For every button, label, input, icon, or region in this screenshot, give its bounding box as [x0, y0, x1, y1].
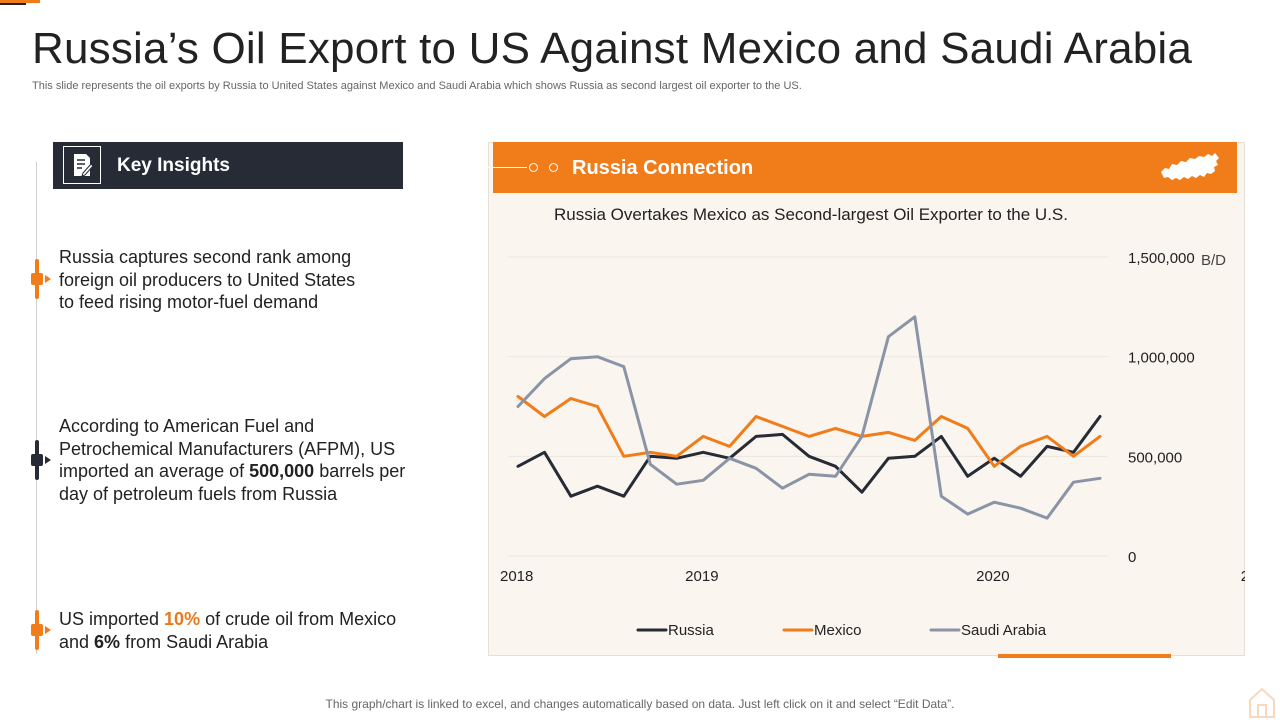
insight-2: According to American Fuel and Petrochem…	[59, 415, 419, 505]
corner-accent	[0, 0, 40, 3]
legend-label-russia: Russia	[668, 622, 715, 639]
header-connector-line	[485, 167, 527, 168]
insight-1-line-3: to feed rising motor-fuel demand	[59, 292, 319, 312]
x-tick-label: 2018	[500, 568, 533, 585]
insight-3-text-c: from Saudi Arabia	[120, 631, 269, 652]
insight-marker-2	[30, 440, 51, 480]
key-insights-header: Key Insights	[53, 142, 403, 189]
insight-3: US imported 10% of crude oil from Mexico…	[59, 608, 419, 653]
legend-label-saudi-arabia: Saudi Arabia	[961, 622, 1047, 639]
russia-connection-title: Russia Connection	[572, 157, 754, 179]
chart-title: Russia Overtakes Mexico as Second-larges…	[554, 205, 1068, 224]
header-dot-icon	[529, 163, 538, 172]
y-tick-label: 0	[1128, 549, 1136, 566]
insight-marker-1	[30, 259, 51, 299]
series-line-mexico	[516, 395, 1102, 468]
russia-connection-card	[488, 142, 1245, 656]
legend-label-mexico: Mexico	[814, 622, 862, 639]
insight-3-bold-b: 6%	[94, 631, 121, 652]
y-tick-label: 1,500,000	[1128, 250, 1195, 267]
y-tick-label: 1,000,000	[1128, 350, 1195, 367]
insight-3-text-a: US imported	[59, 609, 165, 629]
x-tick-label: 2020	[976, 568, 1009, 585]
x-tick-label: 2021	[1241, 568, 1245, 585]
insight-1-line-2: foreign oil producers to United States	[59, 269, 356, 290]
x-tick-label: 2019	[685, 568, 718, 585]
oil-export-line-chart: Russia Overtakes Mexico as Second-larges…	[500, 205, 1245, 639]
y-axis-unit: B/D	[1201, 252, 1226, 269]
key-insights-title: Key Insights	[117, 155, 230, 176]
edit-data-note: This graph/chart is linked to excel, and…	[325, 697, 955, 711]
insight-2-text-b: barrels per day of petroleum fuels from …	[59, 461, 406, 504]
header-ring-icon	[549, 163, 558, 172]
insight-2-text-a: According to American Fuel and Petrochem…	[59, 416, 396, 481]
insight-1: Russia captures second rank among foreig…	[59, 246, 355, 314]
series-line-russia	[516, 415, 1102, 498]
slide-title: Russia’s Oil Export to US Against Mexico…	[32, 24, 1193, 73]
corner-accent-dark	[0, 3, 26, 5]
insight-marker-3	[30, 610, 51, 650]
insight-3-text-b: of crude oil from Mexico and	[59, 609, 397, 652]
insight-3-bold-a: 10%	[164, 609, 201, 629]
slide-subtitle: This slide represents the oil exports by…	[32, 80, 802, 92]
russia-connection-header: Russia Connection	[485, 142, 1237, 193]
russia-map-icon	[1161, 153, 1219, 180]
insights-timeline	[36, 162, 37, 654]
card-accent-bar	[998, 654, 1171, 658]
home-icon[interactable]	[1247, 684, 1277, 720]
y-tick-label: 500,000	[1128, 449, 1182, 466]
document-edit-icon	[63, 146, 101, 184]
insight-2-bold: 500,000	[249, 461, 315, 481]
insight-1-line-1: Russia captures second rank among	[59, 247, 352, 267]
series-line-saudi-arabia	[516, 315, 1102, 520]
